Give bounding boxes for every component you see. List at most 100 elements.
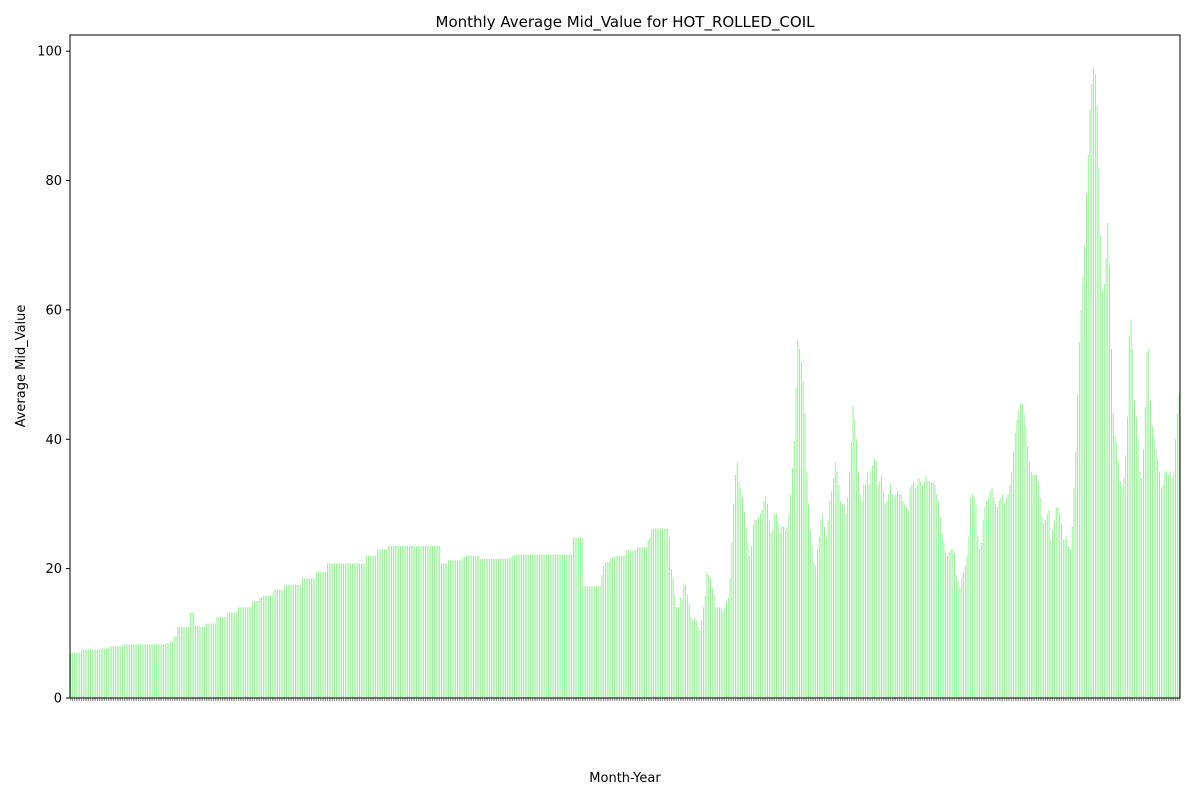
bar: [537, 554, 539, 698]
bar: [268, 595, 270, 698]
bar: [1016, 419, 1018, 698]
bar: [961, 578, 963, 698]
bar: [726, 600, 727, 698]
bar: [298, 584, 300, 698]
bar: [954, 552, 956, 698]
bar: [847, 497, 849, 698]
bar: [702, 607, 704, 698]
bar: [1034, 474, 1036, 698]
bar: [111, 646, 113, 698]
bar: [369, 555, 371, 698]
bar: [914, 487, 916, 698]
bar: [261, 597, 262, 698]
bar: [225, 617, 227, 698]
bar: [656, 528, 658, 698]
bar: [758, 516, 760, 698]
bar: [1125, 455, 1127, 698]
bar: [977, 536, 979, 698]
bar: [163, 644, 164, 698]
bar: [1167, 474, 1169, 698]
bar: [936, 494, 938, 698]
bar: [530, 554, 532, 698]
bar: [697, 626, 699, 698]
bar: [674, 594, 676, 698]
bar: [139, 644, 141, 698]
bar: [670, 568, 672, 698]
bar: [790, 494, 792, 698]
bar: [387, 546, 389, 698]
bar: [615, 555, 617, 698]
bar: [838, 484, 840, 698]
bar: [549, 554, 551, 698]
bar: [155, 644, 157, 698]
bar: [686, 594, 688, 698]
bar: [637, 547, 638, 698]
bar: [1027, 445, 1029, 698]
bar: [629, 550, 631, 698]
bar: [141, 644, 143, 698]
bar: [318, 571, 319, 698]
bar: [207, 623, 209, 698]
bar: [457, 560, 458, 698]
bar: [360, 563, 362, 698]
bar: [1144, 406, 1146, 698]
bar: [482, 558, 483, 698]
bar: [220, 617, 221, 698]
bar: [749, 555, 751, 698]
bar: [1116, 442, 1118, 698]
bar: [489, 558, 491, 698]
bar: [793, 440, 795, 698]
bar: [865, 484, 866, 698]
bar: [122, 646, 123, 698]
bar: [1036, 474, 1038, 698]
bar: [453, 560, 455, 698]
bar: [307, 578, 309, 698]
bar: [186, 626, 188, 698]
bar: [818, 536, 820, 698]
bar: [1164, 471, 1166, 698]
bar: [809, 529, 811, 698]
bar: [922, 484, 923, 698]
bar: [150, 644, 152, 698]
bar: [182, 626, 184, 698]
bar: [505, 558, 507, 698]
bar: [173, 636, 175, 698]
bar: [116, 646, 118, 698]
bar: [1007, 494, 1009, 698]
bar: [852, 406, 854, 698]
bar: [1112, 413, 1114, 698]
bar: [913, 481, 915, 698]
bar: [152, 644, 154, 698]
bar: [273, 589, 275, 698]
bar: [720, 607, 722, 698]
bar: [617, 555, 619, 698]
bar: [255, 600, 257, 698]
bar: [777, 523, 779, 698]
bar: [1162, 484, 1164, 698]
bar: [478, 555, 480, 698]
bar: [294, 584, 296, 698]
bar: [498, 558, 499, 698]
bar: [544, 554, 546, 698]
bar: [362, 563, 364, 698]
bar: [740, 487, 742, 698]
bar: [384, 549, 385, 698]
bar: [902, 500, 904, 698]
bar: [585, 586, 587, 698]
bar: [107, 648, 109, 698]
bar: [708, 575, 710, 698]
bar: [198, 625, 200, 698]
bar: [690, 617, 692, 698]
bar: [592, 586, 594, 698]
bar: [98, 649, 100, 698]
bar: [145, 644, 147, 698]
bar: [355, 563, 357, 698]
bar: [462, 556, 464, 698]
bar: [1062, 539, 1064, 698]
bar: [1041, 516, 1043, 698]
bar: [888, 494, 890, 698]
bar: [177, 626, 179, 698]
y-tick-label: 0: [54, 692, 62, 707]
bar: [868, 484, 870, 698]
